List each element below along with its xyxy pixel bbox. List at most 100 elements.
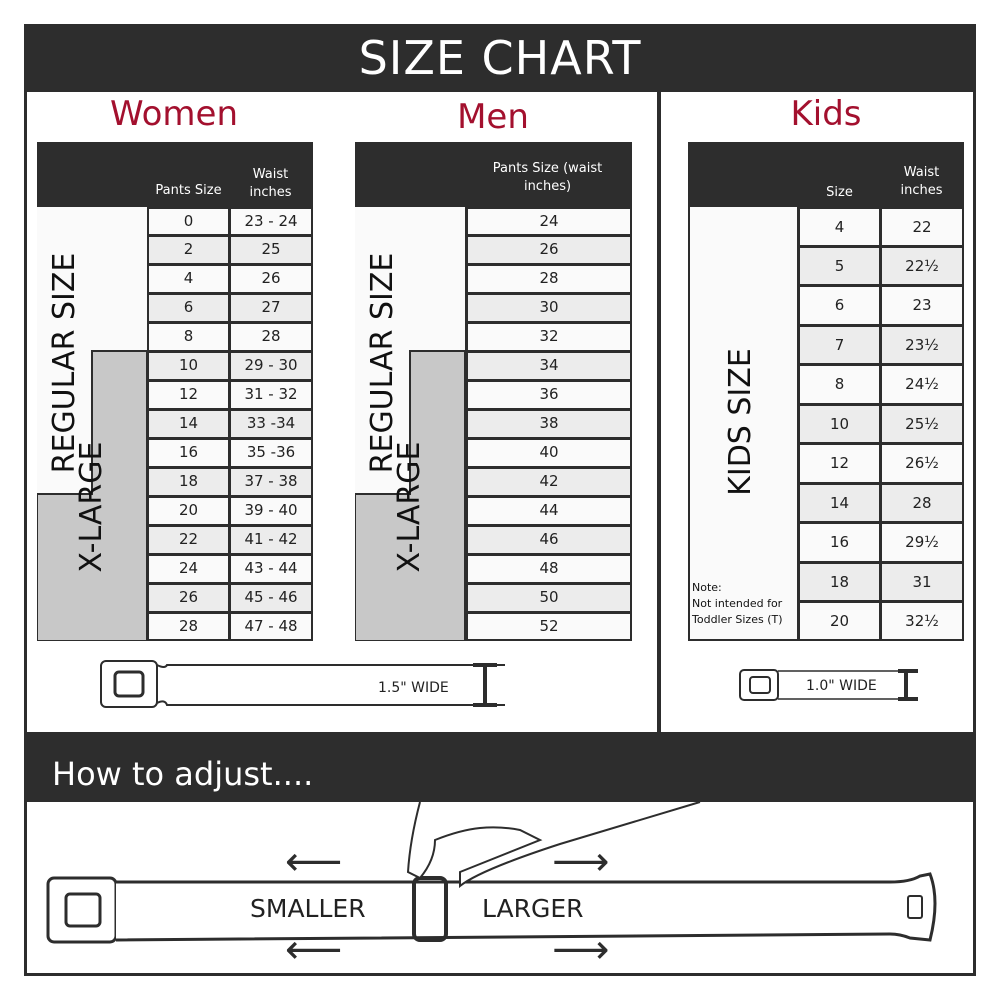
pants-size-cell: 0 bbox=[149, 208, 228, 235]
waist-cell: 29 - 30 bbox=[231, 353, 311, 380]
pants-size-cell: 30 bbox=[468, 295, 630, 322]
pants-size-cell: 6 bbox=[149, 295, 228, 322]
adjust-belt-illustration bbox=[46, 801, 937, 944]
pants-size-cell: 26 bbox=[149, 584, 228, 611]
waist-cell: 35 -36 bbox=[231, 439, 311, 466]
note-line2: Toddler Sizes (T) bbox=[692, 613, 783, 626]
pants-size-cell: 2 bbox=[149, 237, 228, 264]
pants-size-cell: 28 bbox=[468, 266, 630, 293]
women-title: Women bbox=[109, 94, 238, 134]
adult-belt-illustration bbox=[100, 660, 505, 708]
pants-size-cell: 4 bbox=[149, 266, 228, 293]
waist-cell: 31 - 32 bbox=[231, 382, 311, 409]
kids-size-cell: 8 bbox=[800, 366, 879, 403]
kids-table: Size Waist inches KIDS SIZE Note: Not in… bbox=[688, 142, 964, 641]
waist-cell: 22 bbox=[882, 208, 962, 245]
kids-size-cell: 18 bbox=[800, 563, 879, 601]
waist-cell: 31 bbox=[882, 563, 962, 601]
kids-size-cell: 5 bbox=[800, 247, 879, 285]
waist-cell: 39 - 40 bbox=[231, 497, 311, 524]
arrow-left-top-icon: ⟵ bbox=[285, 839, 343, 885]
pants-size-cell: 10 bbox=[149, 353, 228, 380]
pants-size-cell: 26 bbox=[468, 237, 630, 264]
waist-cell: 27 bbox=[231, 295, 311, 322]
kids-size-cell: 7 bbox=[800, 326, 879, 364]
kids-waist-header: Waist inches bbox=[900, 165, 943, 198]
note-title: Note: bbox=[692, 581, 722, 594]
pants-size-cell: 36 bbox=[468, 382, 630, 409]
pants-size-cell: 34 bbox=[468, 353, 630, 380]
kids-size-header: Size bbox=[826, 185, 853, 200]
waist-cell: 23 - 24 bbox=[231, 208, 311, 235]
waist-cell: 28 bbox=[231, 324, 311, 351]
arrow-right-top-icon: ⟶ bbox=[552, 839, 610, 885]
kids-size-cell: 10 bbox=[800, 405, 879, 443]
waist-cell: 32½ bbox=[882, 603, 962, 640]
men-size-bands bbox=[355, 207, 465, 641]
women-size-bands bbox=[37, 207, 147, 641]
pants-size-cell: 18 bbox=[149, 468, 228, 495]
waist-cell: 37 - 38 bbox=[231, 468, 311, 495]
waist-cell: 45 - 46 bbox=[231, 584, 311, 611]
waist-cell: 26½ bbox=[882, 445, 962, 482]
women-table: Pants Size Waist inches REGULAR SIZE X-L… bbox=[37, 142, 313, 641]
women-pants-size-header: Pants Size bbox=[155, 183, 222, 198]
note-line1: Not intended for bbox=[692, 597, 783, 610]
pants-size-cell: 42 bbox=[468, 468, 630, 495]
women-waist-header: Waist inches bbox=[249, 167, 292, 200]
pants-size-cell: 24 bbox=[468, 208, 630, 235]
pants-size-cell: 24 bbox=[149, 555, 228, 582]
waist-cell: 24½ bbox=[882, 366, 962, 403]
pants-size-cell: 52 bbox=[468, 613, 630, 640]
pants-size-cell: 12 bbox=[149, 382, 228, 409]
pants-size-cell: 44 bbox=[468, 497, 630, 524]
arrow-left-bottom-icon: ⟵ bbox=[285, 927, 343, 973]
kids-size-cell: 6 bbox=[800, 287, 879, 324]
kids-size-band bbox=[690, 207, 797, 639]
waist-cell: 25 bbox=[231, 237, 311, 264]
pants-size-cell: 40 bbox=[468, 439, 630, 466]
pants-size-cell: 20 bbox=[149, 497, 228, 524]
kids-size-cell: 14 bbox=[800, 484, 879, 522]
waist-cell: 26 bbox=[231, 266, 311, 293]
kids-size-cell: 4 bbox=[800, 208, 879, 245]
waist-cell: 33 -34 bbox=[231, 411, 311, 437]
kids-size-cell: 12 bbox=[800, 445, 879, 482]
waist-cell: 22½ bbox=[882, 247, 962, 285]
kids-size-cell: 20 bbox=[800, 603, 879, 640]
kids-title: Kids bbox=[790, 94, 862, 134]
arrow-right-bottom-icon: ⟶ bbox=[552, 927, 610, 973]
pants-size-cell: 46 bbox=[468, 526, 630, 553]
men-pants-size-header: Pants Size (waist inches) bbox=[492, 161, 603, 194]
page-title: SIZE CHART bbox=[24, 24, 976, 92]
kids-size-label: KIDS SIZE bbox=[723, 348, 758, 496]
pants-size-cell: 38 bbox=[468, 411, 630, 437]
pants-size-cell: 48 bbox=[468, 555, 630, 582]
pants-size-cell: 22 bbox=[149, 526, 228, 553]
smaller-label: SMALLER bbox=[250, 894, 366, 923]
women-xlarge-label: X-LARGE bbox=[74, 441, 109, 573]
adult-belt-width-label: 1.5" WIDE bbox=[378, 680, 449, 696]
adjust-title: How to adjust.... bbox=[24, 732, 976, 802]
kids-note: Note: Not intended for Toddler Sizes (T) bbox=[692, 580, 783, 628]
pants-size-cell: 32 bbox=[468, 324, 630, 351]
section-divider bbox=[657, 92, 661, 732]
waist-cell: 29½ bbox=[882, 524, 962, 561]
kids-size-cell: 16 bbox=[800, 524, 879, 561]
pants-size-cell: 50 bbox=[468, 584, 630, 611]
waist-cell: 28 bbox=[882, 484, 962, 522]
pants-size-cell: 28 bbox=[149, 613, 228, 640]
men-title: Men bbox=[457, 97, 529, 137]
men-table: Pants Size (waist inches) REGULAR SIZE X… bbox=[355, 142, 632, 641]
waist-cell: 41 - 42 bbox=[231, 526, 311, 553]
larger-label: LARGER bbox=[482, 894, 584, 923]
waist-cell: 25½ bbox=[882, 405, 962, 443]
waist-cell: 23½ bbox=[882, 326, 962, 364]
kids-belt-illustration bbox=[739, 669, 918, 701]
kids-belt-width-label: 1.0" WIDE bbox=[806, 678, 877, 694]
pants-size-cell: 8 bbox=[149, 324, 228, 351]
waist-cell: 47 - 48 bbox=[231, 613, 311, 640]
pants-size-cell: 14 bbox=[149, 411, 228, 437]
waist-cell: 43 - 44 bbox=[231, 555, 311, 582]
pants-size-cell: 16 bbox=[149, 439, 228, 466]
